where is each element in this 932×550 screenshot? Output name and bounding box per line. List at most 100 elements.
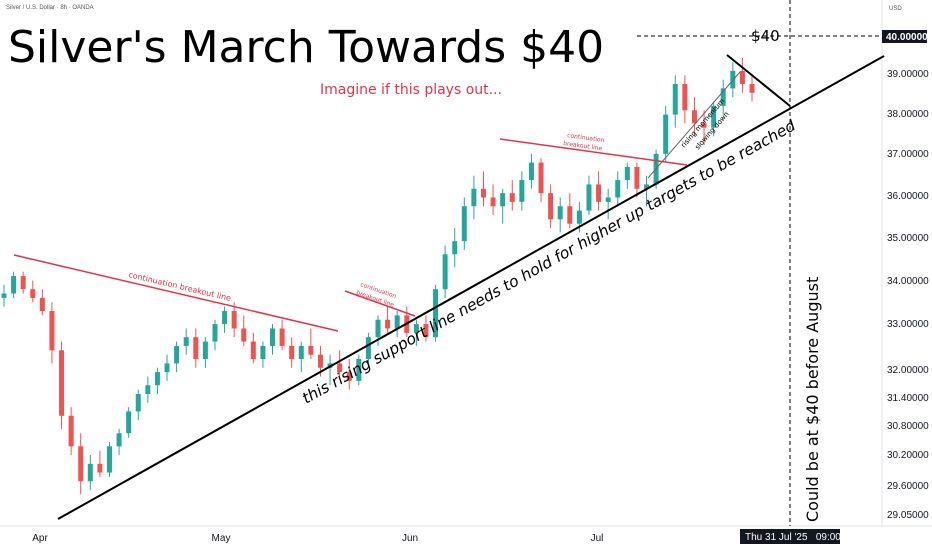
candle-body bbox=[509, 193, 515, 202]
candle-body bbox=[576, 210, 582, 224]
candle-body bbox=[154, 372, 160, 386]
candle-body bbox=[433, 289, 439, 338]
price-tick-label: 34.00000 bbox=[887, 276, 929, 287]
price-tick-label: 29.60000 bbox=[887, 481, 929, 492]
candle-body bbox=[615, 180, 621, 198]
candle-body bbox=[78, 446, 84, 482]
candle-body bbox=[231, 311, 237, 329]
price-tick-label: 31.40000 bbox=[887, 393, 929, 404]
candle-body bbox=[528, 162, 534, 181]
price-tick-label: 32.00000 bbox=[887, 365, 929, 376]
breakout-line-top bbox=[499, 138, 688, 166]
candle-body bbox=[39, 297, 45, 312]
candle-body bbox=[126, 411, 132, 434]
candle-body bbox=[1, 293, 7, 298]
momentum-line bbox=[647, 71, 741, 179]
breakout-line-small bbox=[344, 290, 416, 317]
price-tick-label: 35.00000 bbox=[887, 233, 929, 244]
candle-body bbox=[279, 328, 285, 346]
candle-body bbox=[202, 341, 208, 360]
candle-body bbox=[701, 123, 707, 128]
candle-body bbox=[739, 70, 745, 85]
candle-body bbox=[30, 289, 36, 298]
candle-body bbox=[97, 463, 103, 473]
candle-body bbox=[624, 166, 630, 181]
candle-body bbox=[567, 206, 573, 224]
candle-body bbox=[87, 463, 93, 482]
time-axis[interactable]: Apr May Jun Jul bbox=[32, 533, 603, 544]
candle-body bbox=[68, 415, 74, 447]
candle-body bbox=[212, 324, 218, 342]
candle-body bbox=[356, 359, 362, 381]
candle-body bbox=[586, 184, 592, 211]
candle-body bbox=[672, 84, 678, 115]
candle-body bbox=[385, 319, 391, 329]
current-price-tag bbox=[882, 30, 927, 43]
candle-body bbox=[241, 328, 247, 342]
target-label: $40 bbox=[751, 27, 780, 45]
candle-body bbox=[289, 345, 295, 360]
candlestick-series bbox=[1, 57, 755, 495]
cursor-date-label: Thu 31 Jul '25 09:00 bbox=[745, 532, 841, 543]
candle-body bbox=[720, 88, 726, 106]
candle-body bbox=[164, 363, 170, 373]
candle-body bbox=[519, 180, 525, 202]
candle-body bbox=[452, 241, 458, 255]
candle-body bbox=[634, 166, 640, 189]
support-line-text: this rising support line needs to hold f… bbox=[299, 116, 799, 407]
price-tick-label: 39.00000 bbox=[887, 69, 929, 80]
candle-body bbox=[480, 188, 486, 198]
candle-body bbox=[423, 324, 429, 338]
candle-body bbox=[308, 345, 314, 355]
projection-down-line bbox=[726, 54, 791, 107]
candle-body bbox=[260, 345, 266, 360]
candle-body bbox=[711, 105, 717, 128]
candle-body bbox=[346, 372, 352, 381]
candle-body bbox=[596, 184, 602, 202]
candle-body bbox=[270, 328, 276, 346]
candle-body bbox=[605, 197, 611, 202]
candle-body bbox=[116, 433, 122, 447]
candle-body bbox=[183, 337, 189, 346]
time-tick-label: Jun bbox=[402, 533, 418, 544]
subheadline: Imagine if this plays out... bbox=[320, 82, 502, 98]
candle-body bbox=[250, 341, 256, 360]
candle-body bbox=[135, 393, 141, 412]
candle-body bbox=[11, 276, 17, 294]
candle-body bbox=[691, 110, 697, 124]
price-tick-label: 30.80000 bbox=[887, 421, 929, 432]
price-tick-label: 38.00000 bbox=[887, 109, 929, 120]
candle-body bbox=[548, 193, 554, 220]
candle-body bbox=[557, 206, 563, 220]
vertical-callout: Could be at $40 before August bbox=[803, 277, 822, 522]
cursor-date-tag bbox=[740, 529, 840, 544]
candle-body bbox=[471, 188, 477, 207]
price-tick-label: 29.05000 bbox=[887, 510, 929, 521]
candle-body bbox=[538, 162, 544, 194]
candle-body bbox=[145, 385, 151, 394]
time-tick-label: Apr bbox=[32, 533, 48, 544]
time-tick-label: May bbox=[212, 533, 231, 544]
candle-body bbox=[317, 354, 323, 368]
candle-body bbox=[174, 345, 180, 364]
headline: Silver's March Towards $40 bbox=[8, 22, 604, 73]
currency-label: USD bbox=[889, 6, 902, 12]
price-tick-label: 30.20000 bbox=[887, 450, 929, 461]
candle-body bbox=[461, 206, 467, 242]
candle-body bbox=[222, 311, 228, 325]
candle-body bbox=[193, 337, 199, 360]
candle-body bbox=[682, 84, 688, 111]
price-axis[interactable]: 39.00000 38.00000 37.00000 36.00000 35.00000… bbox=[887, 69, 929, 521]
candle-body bbox=[490, 197, 496, 207]
candle-body bbox=[106, 446, 112, 473]
breakout-main-text: continuation breakout line bbox=[128, 270, 232, 303]
price-tick-label: 36.00000 bbox=[887, 191, 929, 202]
price-tick-label: 33.00000 bbox=[887, 319, 929, 330]
candle-body bbox=[20, 276, 26, 290]
candle-body bbox=[337, 363, 343, 373]
candle-body bbox=[413, 324, 419, 333]
candle-body bbox=[644, 184, 650, 189]
candle-body bbox=[500, 193, 506, 207]
time-tick-label: Jul bbox=[591, 533, 604, 544]
